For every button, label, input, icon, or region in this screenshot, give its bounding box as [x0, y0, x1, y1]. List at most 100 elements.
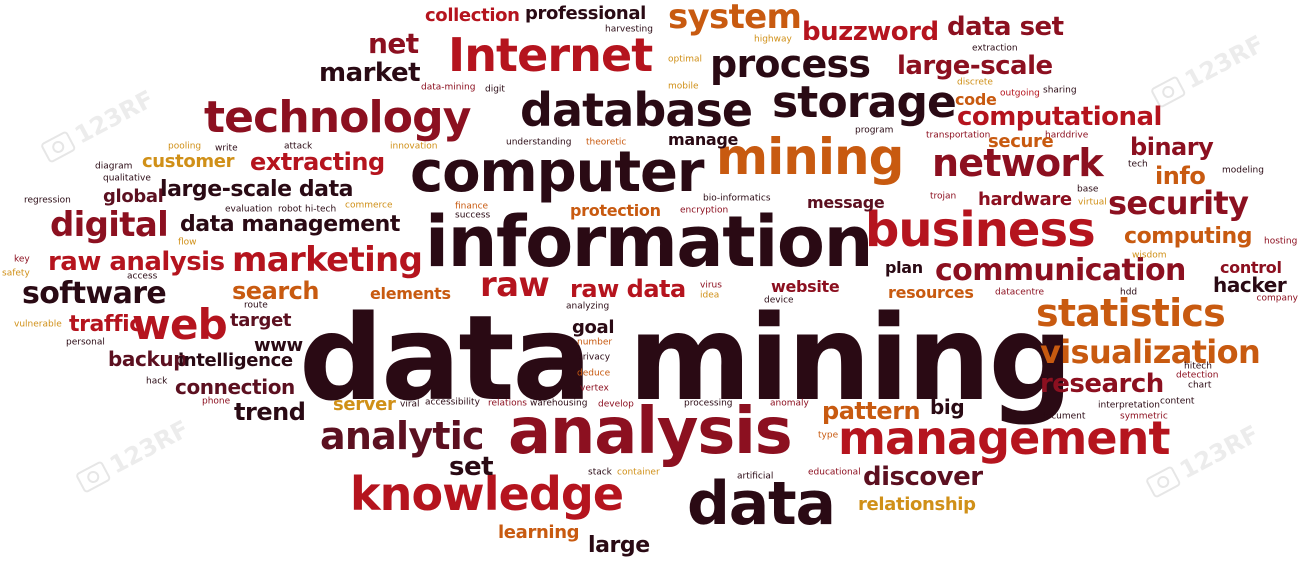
word-key: key [14, 254, 30, 265]
word-analyzing: analyzing [566, 301, 610, 312]
word-robot: robot [278, 204, 302, 215]
word-phone: phone [202, 396, 231, 407]
word-information: information [425, 201, 873, 283]
word-number: number [577, 337, 613, 348]
word-database: database [520, 83, 753, 137]
word-large: large [588, 533, 650, 558]
word-server: server [333, 394, 396, 415]
word-interpretation: interpretation [1098, 400, 1161, 411]
word-net: net [368, 27, 419, 60]
word-www: www [254, 335, 303, 356]
word-hitech: hitech [1184, 361, 1212, 372]
word-virtual: virtual [1078, 197, 1107, 208]
word-regression: regression [24, 195, 71, 206]
camera-icon [74, 460, 112, 494]
word-mobile: mobile [668, 81, 699, 92]
word-large-scale-data: large-scale data [160, 177, 354, 202]
word-data-mining: data-mining [421, 82, 476, 93]
word-code: code [955, 90, 997, 109]
word-vertex: vertex [580, 383, 609, 394]
word-discover: discover [863, 462, 983, 492]
word-diagram: diagram [95, 161, 133, 172]
word-highway: highway [754, 34, 792, 45]
word-technology: technology [204, 92, 471, 143]
word-research: research [1040, 369, 1164, 399]
camera-icon [1144, 465, 1182, 499]
word-extracting: extracting [250, 148, 385, 176]
word-search: search [232, 277, 320, 305]
word-market: market [319, 58, 421, 88]
word-hosting: hosting [1264, 236, 1298, 247]
word-modeling: modeling [1222, 165, 1264, 176]
word-access: access [127, 271, 158, 282]
word-web: web [132, 300, 228, 349]
word-hdd: hdd [1120, 287, 1138, 298]
word-relations: relations [488, 398, 527, 409]
word-detection: detection [1176, 370, 1219, 381]
word-commerce: commerce [345, 200, 393, 211]
word-processing: processing [684, 398, 733, 409]
word-virus: virus [700, 280, 722, 291]
word-traffic: traffic [69, 312, 142, 337]
word-target: target [230, 310, 292, 331]
watermark-text: 123RF [1175, 419, 1264, 485]
word-chart: chart [1188, 380, 1212, 391]
word-accessibility: accessibility [425, 397, 480, 408]
word-binary: binary [1130, 133, 1214, 161]
word-raw-analysis: raw analysis [48, 247, 225, 277]
word-innovation: innovation [390, 141, 438, 152]
word-finance: finance [455, 201, 489, 212]
word-data: data [687, 469, 836, 539]
word-analytic: analytic [320, 414, 485, 458]
word-info: info [1155, 162, 1206, 190]
word-hi-tech: hi-tech [305, 204, 337, 215]
word-relationship: relationship [858, 494, 976, 515]
word-extraction: extraction [972, 43, 1018, 54]
word-communication: communication [935, 253, 1186, 288]
word-symmetric: symmetric [1120, 411, 1168, 422]
word-data-management: data management [180, 212, 400, 237]
word-document: document [1040, 411, 1086, 422]
word-hacker: hacker [1213, 273, 1287, 297]
word-buzzword: buzzword [802, 17, 939, 47]
word-analysis: analysis [508, 395, 793, 469]
word-attack: attack [284, 141, 313, 152]
word-program: program [855, 125, 894, 136]
word-global: global [103, 186, 164, 207]
word-personal: personal [66, 337, 105, 348]
word-base: base [1077, 184, 1099, 195]
word-mining: mining [716, 128, 904, 186]
word-set: set [449, 452, 494, 482]
word-anomaly: anomaly [770, 398, 809, 409]
word-develop: develop [598, 399, 634, 410]
word-trojan: trojan [930, 191, 957, 202]
word-data-set: data set [947, 12, 1064, 42]
word-message: message [807, 193, 885, 212]
word-computer: computer [410, 140, 705, 205]
word-idea: idea [700, 290, 720, 301]
word-statistics: statistics [1036, 291, 1226, 335]
word-large-scale: large-scale [897, 51, 1053, 81]
word-visualization: visualization [1040, 333, 1261, 371]
word-theoretic: theoretic [586, 137, 627, 148]
word-security: security [1108, 184, 1249, 222]
word-type: type [818, 430, 839, 441]
camera-icon [39, 130, 77, 164]
word-datacentre: datacentre [995, 287, 1045, 298]
word-encryption: encryption [680, 205, 729, 216]
word-business: business [865, 202, 1096, 258]
word-knowledge: knowledge [350, 467, 624, 521]
word-deduce: deduce [577, 368, 611, 379]
word-evaluation: evaluation [225, 204, 273, 215]
word-harddrive: harddrive [1045, 130, 1089, 141]
word-company: company [1256, 293, 1298, 304]
word-sharing: sharing [1043, 85, 1077, 96]
word-vulnerable: vulnerable [14, 319, 62, 330]
word-trend: trend [234, 398, 306, 426]
word-route: route [244, 300, 268, 311]
word-customer: customer [142, 151, 235, 172]
word-process: process [710, 42, 871, 86]
word-storage: storage [772, 77, 957, 128]
word-container: container [617, 467, 660, 478]
